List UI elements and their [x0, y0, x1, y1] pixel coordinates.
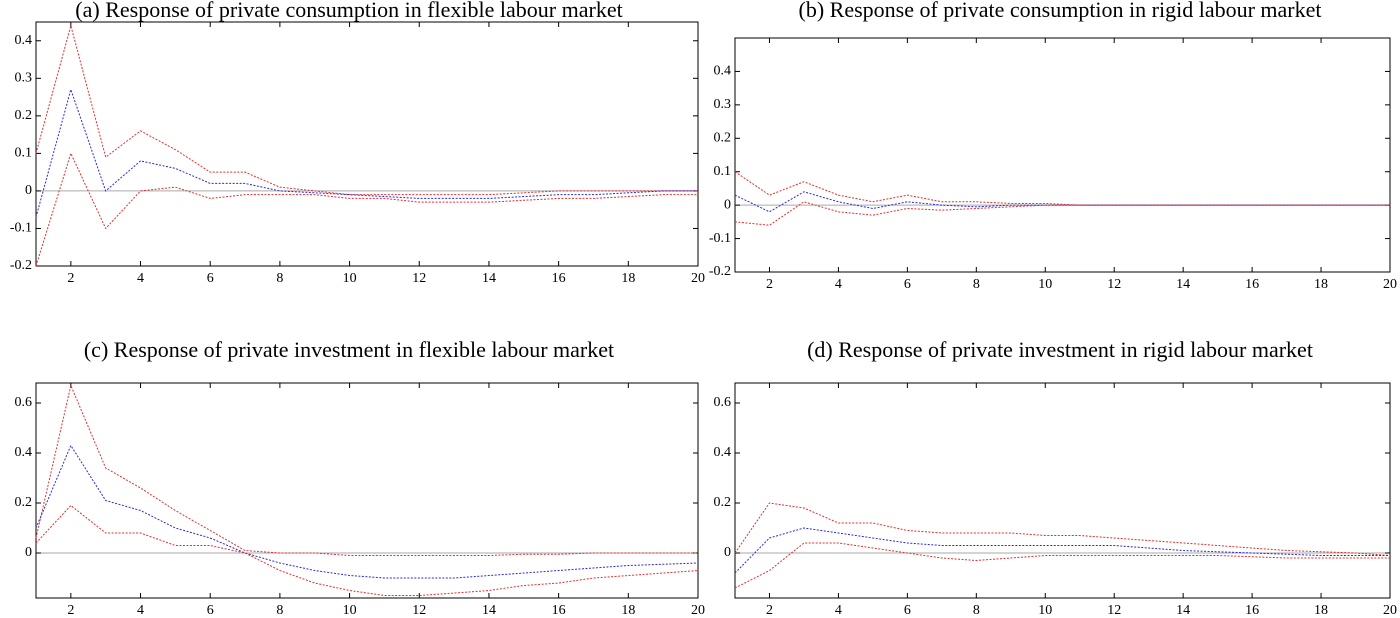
- chart-title: (d) Response of private investment in ri…: [807, 337, 1313, 362]
- series-line: [35, 504, 699, 596]
- x-tick-label: 14: [1176, 603, 1190, 618]
- y-tick-label: 0.6: [714, 395, 732, 410]
- y-tick-label: 0.3: [15, 71, 33, 86]
- x-tick-label: 2: [766, 277, 773, 292]
- x-tick-label: 18: [1314, 277, 1328, 292]
- x-tick-label: 4: [137, 271, 144, 286]
- y-tick-label: -0.1: [10, 221, 32, 236]
- x-tick-label: 16: [552, 271, 566, 286]
- y-tick-label: 0.1: [714, 164, 732, 179]
- x-tick-label: 18: [1314, 603, 1328, 618]
- x-tick-label: 2: [67, 271, 74, 286]
- y-tick-label: 0.2: [714, 495, 732, 510]
- series-line: [734, 191, 1390, 213]
- x-tick-label: 6: [904, 277, 911, 292]
- x-tick-label: 14: [482, 271, 496, 286]
- x-tick-label: 2: [766, 603, 773, 618]
- y-tick-label: 0.6: [15, 395, 33, 410]
- chart-title: (b) Response of private consumption in r…: [799, 0, 1322, 22]
- x-tick-label: 8: [973, 277, 980, 292]
- series-line: [734, 527, 1390, 574]
- x-tick-label: 8: [276, 603, 283, 618]
- x-tick-label: 6: [207, 603, 214, 618]
- x-tick-label: 18: [621, 603, 635, 618]
- series-line: [35, 444, 699, 579]
- y-tick-label: 0.4: [714, 64, 732, 79]
- y-tick-label: 0.4: [15, 33, 33, 48]
- x-tick-label: 6: [207, 271, 214, 286]
- y-tick-label: 0.4: [714, 445, 732, 460]
- plot-frame: [35, 21, 699, 267]
- series-line: [35, 383, 698, 556]
- y-tick-label: 0.3: [714, 97, 732, 112]
- y-tick-label: 0: [724, 197, 731, 212]
- x-tick-label: 14: [1176, 277, 1190, 292]
- x-tick-label: 4: [835, 603, 842, 618]
- x-tick-label: 4: [137, 603, 144, 618]
- x-tick-label: 10: [343, 271, 357, 286]
- plot-frame: [734, 382, 1391, 599]
- y-tick-label: -0.2: [709, 264, 731, 279]
- x-tick-label: 20: [691, 271, 705, 286]
- y-tick-label: 0.1: [15, 146, 33, 161]
- x-tick-label: 10: [343, 603, 357, 618]
- x-tick-label: 12: [1107, 277, 1121, 292]
- x-tick-label: 10: [1038, 603, 1052, 618]
- series-line: [734, 542, 1390, 589]
- series-line: [35, 23, 698, 196]
- series-line: [35, 151, 698, 267]
- x-tick-label: 20: [691, 603, 705, 618]
- plot-frame: [35, 382, 699, 599]
- x-tick-label: 8: [973, 603, 980, 618]
- y-tick-label: 0: [25, 183, 32, 198]
- x-tick-label: 6: [904, 603, 911, 618]
- y-tick-label: 0.2: [714, 131, 732, 146]
- x-tick-label: 16: [1245, 277, 1259, 292]
- chart-title: (a) Response of private consumption in f…: [75, 0, 622, 22]
- x-tick-label: 2: [67, 603, 74, 618]
- x-tick-label: 12: [412, 271, 426, 286]
- y-tick-label: -0.2: [10, 258, 32, 273]
- series-line: [734, 502, 1391, 556]
- x-tick-label: 16: [1245, 603, 1259, 618]
- y-tick-label: 0: [25, 545, 32, 560]
- plot-frame: [734, 37, 1391, 273]
- y-tick-label: 0.2: [15, 108, 33, 123]
- x-tick-label: 20: [1383, 277, 1397, 292]
- x-tick-label: 14: [482, 603, 496, 618]
- x-tick-label: 16: [552, 603, 566, 618]
- y-tick-label: 0.2: [15, 495, 33, 510]
- x-tick-label: 18: [621, 271, 635, 286]
- x-tick-label: 8: [276, 271, 283, 286]
- series-line: [734, 201, 1390, 226]
- y-tick-label: 0: [724, 545, 731, 560]
- chart-title: (c) Response of private investment in fl…: [84, 337, 614, 362]
- y-tick-label: -0.1: [709, 231, 731, 246]
- x-tick-label: 10: [1038, 277, 1052, 292]
- x-tick-label: 12: [412, 603, 426, 618]
- x-tick-label: 4: [835, 277, 842, 292]
- x-tick-label: 20: [1383, 603, 1397, 618]
- x-tick-label: 12: [1107, 603, 1121, 618]
- series-line: [35, 87, 698, 218]
- y-tick-label: 0.4: [15, 445, 33, 460]
